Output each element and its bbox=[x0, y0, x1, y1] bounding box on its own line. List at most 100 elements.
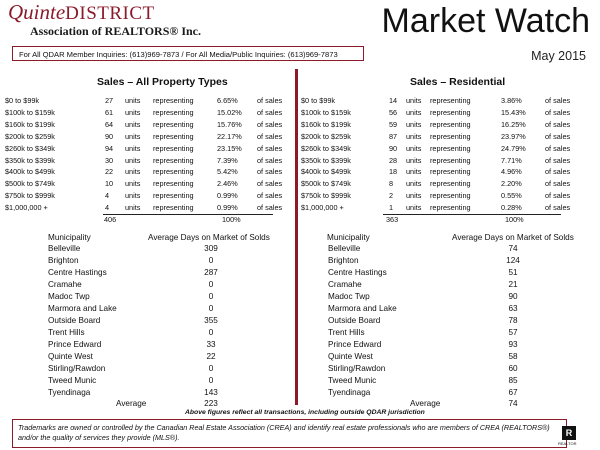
sales-count: 30 bbox=[105, 155, 114, 165]
sales-pct: 6.65% bbox=[217, 96, 238, 105]
sales-rep: representing bbox=[430, 203, 471, 213]
municipality-name: Tweed Munic bbox=[328, 376, 377, 385]
sales-rep: representing bbox=[153, 179, 194, 189]
sales-count: 59 bbox=[389, 119, 398, 129]
sales-of: of sales bbox=[545, 179, 571, 189]
sales-range: $200k to $259k bbox=[301, 131, 351, 141]
sales-count: 28 bbox=[389, 155, 398, 165]
sales-pct: 16.25% bbox=[501, 119, 526, 129]
sales-units: units bbox=[125, 191, 141, 201]
sales-of: of sales bbox=[257, 155, 283, 165]
municipality-name: Trent Hills bbox=[48, 328, 85, 337]
municipality-name: Tyendinaga bbox=[328, 388, 371, 397]
average-days-value: 0 bbox=[208, 280, 214, 289]
sales-units: units bbox=[406, 131, 422, 141]
sales-range: $1,000,000 + bbox=[301, 203, 344, 213]
sales-rep: representing bbox=[153, 96, 194, 105]
sales-of: of sales bbox=[257, 167, 283, 177]
sales-units: units bbox=[125, 179, 141, 189]
sales-rep: representing bbox=[430, 179, 471, 189]
logo: QuinteDISTRICT bbox=[8, 0, 155, 24]
sales-units: units bbox=[125, 143, 141, 153]
sales-count: 90 bbox=[105, 131, 114, 141]
sales-rep: representing bbox=[430, 191, 471, 201]
sales-of: of sales bbox=[545, 155, 571, 165]
report-period: May 2015 bbox=[531, 49, 586, 63]
sales-units: units bbox=[125, 167, 141, 177]
sales-count: 18 bbox=[389, 167, 398, 177]
res-total-rule bbox=[383, 214, 561, 215]
sales-pct: 15.43% bbox=[501, 107, 526, 117]
municipality-name: Outside Board bbox=[328, 316, 381, 325]
sales-of: of sales bbox=[257, 179, 283, 189]
sales-rep: representing bbox=[430, 143, 471, 153]
sales-pct: 0.99% bbox=[217, 191, 238, 201]
municipality-name: Belleville bbox=[48, 244, 81, 253]
res-average-value: 74 bbox=[508, 399, 518, 408]
realtor-logo-icon: R bbox=[562, 426, 576, 440]
average-days-value: 67 bbox=[508, 388, 518, 397]
sales-pct: 15.76% bbox=[217, 119, 242, 129]
sales-pct: 0.99% bbox=[217, 203, 238, 213]
all-total-rule bbox=[103, 214, 273, 215]
sales-count: 14 bbox=[389, 96, 398, 105]
realtor-logo-text: REALTOR bbox=[558, 441, 577, 446]
sales-count: 10 bbox=[105, 179, 114, 189]
sales-units: units bbox=[406, 203, 422, 213]
municipality-name: Cramahe bbox=[48, 280, 82, 289]
municipality-name: Outside Board bbox=[48, 316, 101, 325]
sales-pct: 0.55% bbox=[501, 191, 522, 201]
sales-of: of sales bbox=[545, 107, 571, 117]
municipality-name: Madoc Twp bbox=[328, 292, 370, 301]
municipality-name: Stirling/Rawdon bbox=[328, 364, 386, 373]
res-average-label: Average bbox=[410, 399, 441, 408]
sales-range: $100k to $159k bbox=[301, 107, 351, 117]
average-days-value: 60 bbox=[508, 364, 518, 373]
sales-of: of sales bbox=[257, 119, 283, 129]
sales-pct: 5.42% bbox=[217, 167, 238, 177]
sales-units: units bbox=[125, 131, 141, 141]
municipality-name: Trent Hills bbox=[328, 328, 365, 337]
sales-range: $350k to $399k bbox=[5, 155, 55, 165]
logo-quinte: Quinte bbox=[8, 0, 66, 24]
municipality-name: Marmora and Lake bbox=[328, 304, 397, 313]
municipality-name: Brighton bbox=[48, 256, 79, 265]
all-muni-header: Municipality bbox=[48, 233, 91, 242]
sales-pct: 2.46% bbox=[217, 179, 238, 189]
municipality-name: Quinte West bbox=[328, 352, 373, 361]
sales-count: 22 bbox=[105, 167, 114, 177]
average-days-value: 74 bbox=[508, 244, 518, 253]
sales-pct: 23.97% bbox=[501, 131, 526, 141]
sales-of: of sales bbox=[257, 96, 283, 105]
res-total-count: 363 bbox=[386, 215, 399, 224]
sales-count: 64 bbox=[105, 119, 114, 129]
sales-of: of sales bbox=[545, 143, 571, 153]
municipality-name: Tyendinaga bbox=[48, 388, 91, 397]
sales-units: units bbox=[125, 96, 141, 105]
all-types-title: Sales – All Property Types bbox=[97, 76, 228, 88]
average-days-value: 58 bbox=[508, 352, 518, 361]
sales-count: 1 bbox=[389, 203, 394, 213]
sales-count: 8 bbox=[389, 179, 394, 189]
inquiries-box: For All QDAR Member Inquiries: (613)969-… bbox=[12, 46, 364, 61]
sales-range: $160k to $199k bbox=[5, 119, 55, 129]
sales-pct: 23.15% bbox=[217, 143, 242, 153]
sales-of: of sales bbox=[545, 96, 571, 105]
sales-of: of sales bbox=[257, 203, 283, 213]
sales-rep: representing bbox=[153, 107, 194, 117]
sales-pct: 0.28% bbox=[501, 203, 522, 213]
average-days-value: 78 bbox=[508, 316, 518, 325]
sales-count: 27 bbox=[105, 96, 114, 105]
average-days-value: 0 bbox=[208, 256, 214, 265]
average-days-value: 57 bbox=[508, 328, 518, 337]
sales-count: 90 bbox=[389, 143, 398, 153]
average-days-value: 0 bbox=[208, 292, 214, 301]
sales-pct: 15.02% bbox=[217, 107, 242, 117]
average-days-value: 21 bbox=[508, 280, 518, 289]
sales-rep: representing bbox=[153, 143, 194, 153]
average-days-value: 33 bbox=[206, 340, 216, 349]
sales-units: units bbox=[406, 191, 422, 201]
sales-units: units bbox=[125, 107, 141, 117]
sales-units: units bbox=[125, 203, 141, 213]
sales-pct: 4.96% bbox=[501, 167, 522, 177]
